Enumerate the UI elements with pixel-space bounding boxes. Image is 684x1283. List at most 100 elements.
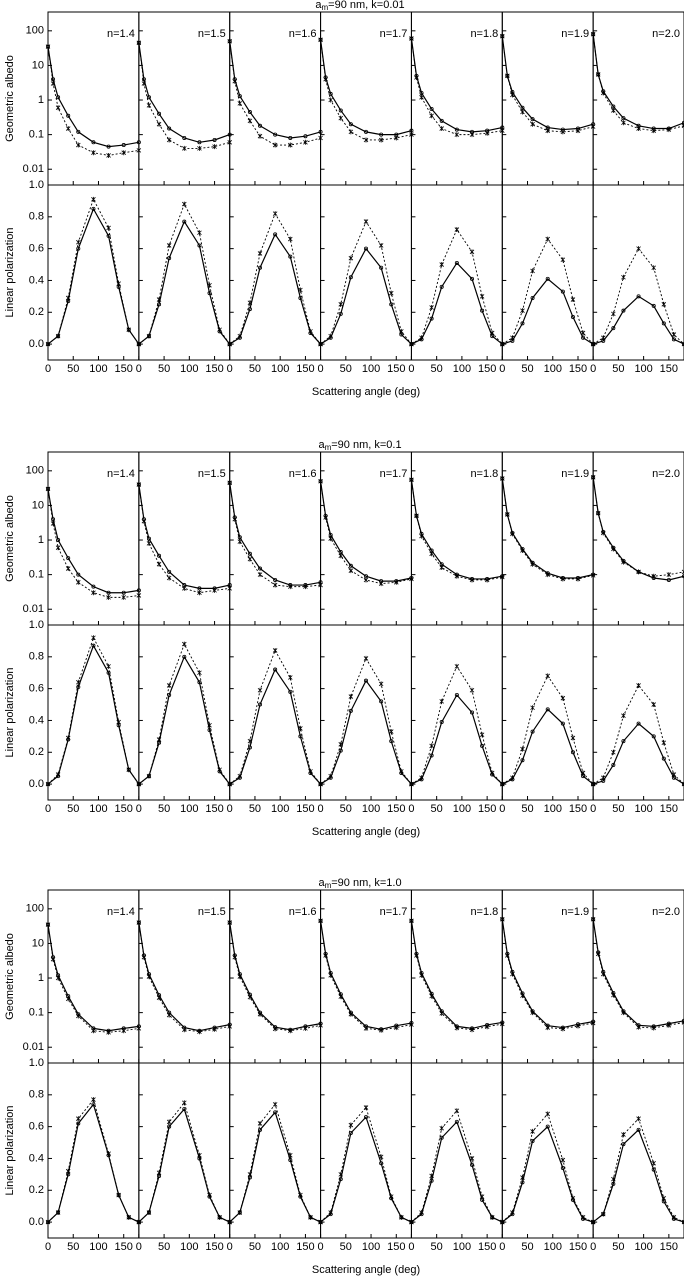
point-marker [303,584,308,590]
point-marker [91,1102,96,1107]
point-marker [257,702,262,707]
point-marker [182,201,187,207]
x-tick-label: 100 [634,1241,652,1253]
point-marker [166,137,172,143]
point-marker [318,1219,323,1225]
point-marker [682,120,684,125]
point-marker [227,480,232,486]
series-line [47,488,139,598]
point-marker [363,1115,368,1120]
x-tick-label: 150 [478,1241,496,1253]
point-marker [55,1210,61,1216]
y-tick-label: 0.01 [23,603,44,615]
point-marker [480,743,485,748]
point-marker [197,680,202,685]
panel-label: n=1.8 [470,468,498,480]
point-marker [595,71,601,77]
point-marker [106,1151,111,1157]
point-marker [328,773,333,779]
x-tick-label: 0 [136,1241,142,1253]
chart-title: am=90 nm, k=0.1 [318,439,401,452]
x-tick-label: 150 [478,363,496,375]
y-tick-label: 0.8 [29,651,44,663]
point-marker [419,94,424,100]
y-tick-label: 0.8 [29,1089,44,1101]
point-marker [454,1108,460,1114]
point-marker [106,225,111,231]
point-marker [520,547,525,553]
series-line [229,233,322,345]
point-marker [439,1010,444,1016]
point-marker [207,728,212,733]
point-marker [227,341,232,347]
panel-frame [410,624,503,801]
point-marker [379,132,384,137]
point-marker [146,1210,152,1216]
point-marker [570,315,575,320]
x-tick-label: 50 [431,1241,443,1253]
panel-frame [138,624,231,801]
x-tick-label: 50 [612,363,624,375]
point-marker [388,729,394,735]
point-marker [50,521,56,527]
point-marker [298,287,303,293]
point-marker [429,1173,434,1179]
series-line [229,668,322,785]
point-marker [217,1214,222,1220]
point-marker [621,559,626,565]
point-marker [661,301,667,307]
point-marker [439,1135,444,1140]
point-marker [217,767,222,773]
point-marker [414,74,419,80]
x-tick-label: 0 [227,363,233,375]
point-marker [636,682,641,688]
point-marker [454,127,459,132]
series-line [229,482,321,588]
point-marker [484,1024,490,1030]
point-marker [323,514,328,520]
point-marker [55,333,61,339]
y-axis-label: Geometric albedo [4,933,16,1020]
point-marker [409,781,414,787]
point-marker [500,33,505,39]
series-line [47,1098,140,1223]
y-tick-label: 0.0 [29,778,44,790]
point-marker [439,126,444,132]
point-marker [318,918,323,924]
point-marker [469,249,475,255]
point-marker [545,673,550,679]
point-marker [621,1142,626,1147]
point-marker [399,1214,404,1220]
x-tick-label: 0 [590,363,596,375]
x-tick-label: 150 [569,803,587,815]
point-marker [167,256,172,261]
point-marker [227,920,232,926]
point-marker [232,78,238,84]
point-marker [454,573,460,579]
point-marker [55,105,61,111]
point-marker [227,1219,232,1225]
point-marker [530,705,535,711]
point-marker [121,143,126,148]
panel-frame [47,184,140,361]
point-marker [379,265,384,270]
y-tick-label: 0.2 [29,746,44,758]
panel-label: n=1.4 [107,28,135,40]
series-line [320,247,412,345]
panel-frame [592,624,684,801]
point-marker [146,773,152,779]
point-marker [348,129,354,135]
point-marker [545,707,550,712]
point-marker [510,971,515,977]
series-line [47,46,139,156]
y-tick-label: 1 [38,94,44,106]
point-marker [348,255,354,261]
point-marker [378,681,384,687]
point-marker [106,144,111,149]
point-marker [227,38,232,44]
point-marker [288,254,293,259]
point-marker [323,76,328,82]
point-marker [106,670,111,675]
point-marker [651,702,656,708]
panel-label: n=1.7 [380,28,408,40]
